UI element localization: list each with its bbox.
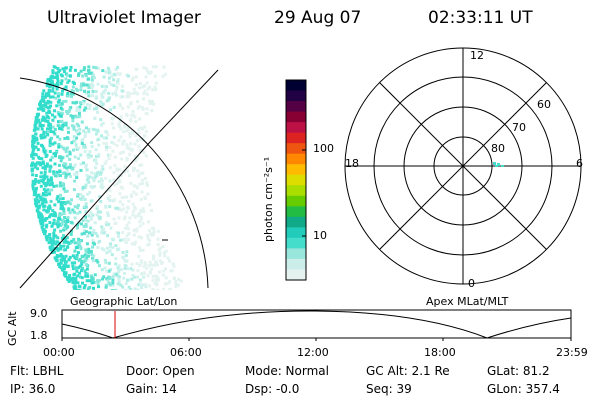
mlt-label-6: 6 xyxy=(576,157,583,170)
colorbar-swatch xyxy=(286,237,306,250)
colorbar-tick-10: 10 xyxy=(313,229,327,242)
mlt-label-18: 18 xyxy=(345,157,359,170)
colorbar-swatch xyxy=(286,80,306,92)
colorbar-swatch xyxy=(286,101,306,113)
timeline-ytick-1-8: 1.8 xyxy=(30,329,48,342)
gc-alt-info: GC Alt: 2.1 Re xyxy=(366,364,450,378)
timeline-ytick-9: 9.0 xyxy=(30,307,48,320)
altitude-curve xyxy=(61,310,572,339)
filter-info: Flt: LBHL xyxy=(10,364,64,378)
dsp-info: Dsp: -0.0 xyxy=(245,382,300,396)
timeline-xtick-1200: 12:00 xyxy=(297,346,329,359)
auroral-emission-image xyxy=(30,65,183,290)
meridian-line-sw xyxy=(19,141,151,289)
colorbar-swatch xyxy=(286,195,306,207)
earth-limb-arc xyxy=(19,77,209,289)
meridian-line-ne xyxy=(149,69,219,143)
colorbar-tick-100: 100 xyxy=(313,142,334,155)
timeline-xtick-0600: 06:00 xyxy=(170,346,202,359)
lat-label-80: 80 xyxy=(491,142,505,155)
timeline-xtick-2359: 23:59 xyxy=(556,346,588,359)
timeline-right-title: Apex MLat/MLT xyxy=(426,295,509,308)
mlt-label-0: 0 xyxy=(468,277,475,290)
colorbar-swatches xyxy=(286,80,306,281)
colorbar-swatch xyxy=(286,174,306,186)
time-label: 02:33:11 UT xyxy=(428,8,533,28)
colorbar-swatch xyxy=(286,164,306,176)
timeline-xtick-1800: 18:00 xyxy=(424,346,456,359)
colorbar-swatch xyxy=(286,258,306,271)
timeline-left-title: Geographic Lat/Lon xyxy=(70,295,178,308)
ip-info: IP: 36.0 xyxy=(10,382,56,396)
colorbar-swatch xyxy=(286,111,306,123)
colorbar-swatch xyxy=(286,206,306,218)
glat-info: GLat: 81.2 xyxy=(487,364,550,378)
colorbar-swatch xyxy=(286,122,306,134)
door-info: Door: Open xyxy=(126,364,195,378)
colorbar-swatch xyxy=(286,153,306,165)
seq-info: Seq: 39 xyxy=(366,382,412,396)
polar-diagonal-2 xyxy=(379,82,547,250)
timeline-y-axis-label: GC Alt xyxy=(6,311,19,346)
lat-label-70: 70 xyxy=(512,121,526,134)
glon-info: GLon: 357.4 xyxy=(487,382,560,396)
mode-info: Mode: Normal xyxy=(245,364,329,378)
colorbar-swatch xyxy=(286,143,306,155)
polar-emission-spot xyxy=(493,162,504,167)
colorbar-swatch xyxy=(286,185,306,197)
colorbar-swatch xyxy=(286,248,306,260)
instrument-title: Ultraviolet Imager xyxy=(47,8,201,28)
colorbar-swatch xyxy=(286,269,306,281)
colorbar-swatch xyxy=(286,132,306,144)
date-label: 29 Aug 07 xyxy=(274,8,362,28)
mlt-label-12: 12 xyxy=(470,49,484,62)
colorbar-swatch xyxy=(286,216,306,228)
lat-label-60: 60 xyxy=(537,98,551,111)
colorbar-swatch xyxy=(286,90,306,102)
timeline-xtick-0000: 00:00 xyxy=(43,346,75,359)
gain-info: Gain: 14 xyxy=(126,382,177,396)
colorbar-swatch xyxy=(286,227,306,239)
